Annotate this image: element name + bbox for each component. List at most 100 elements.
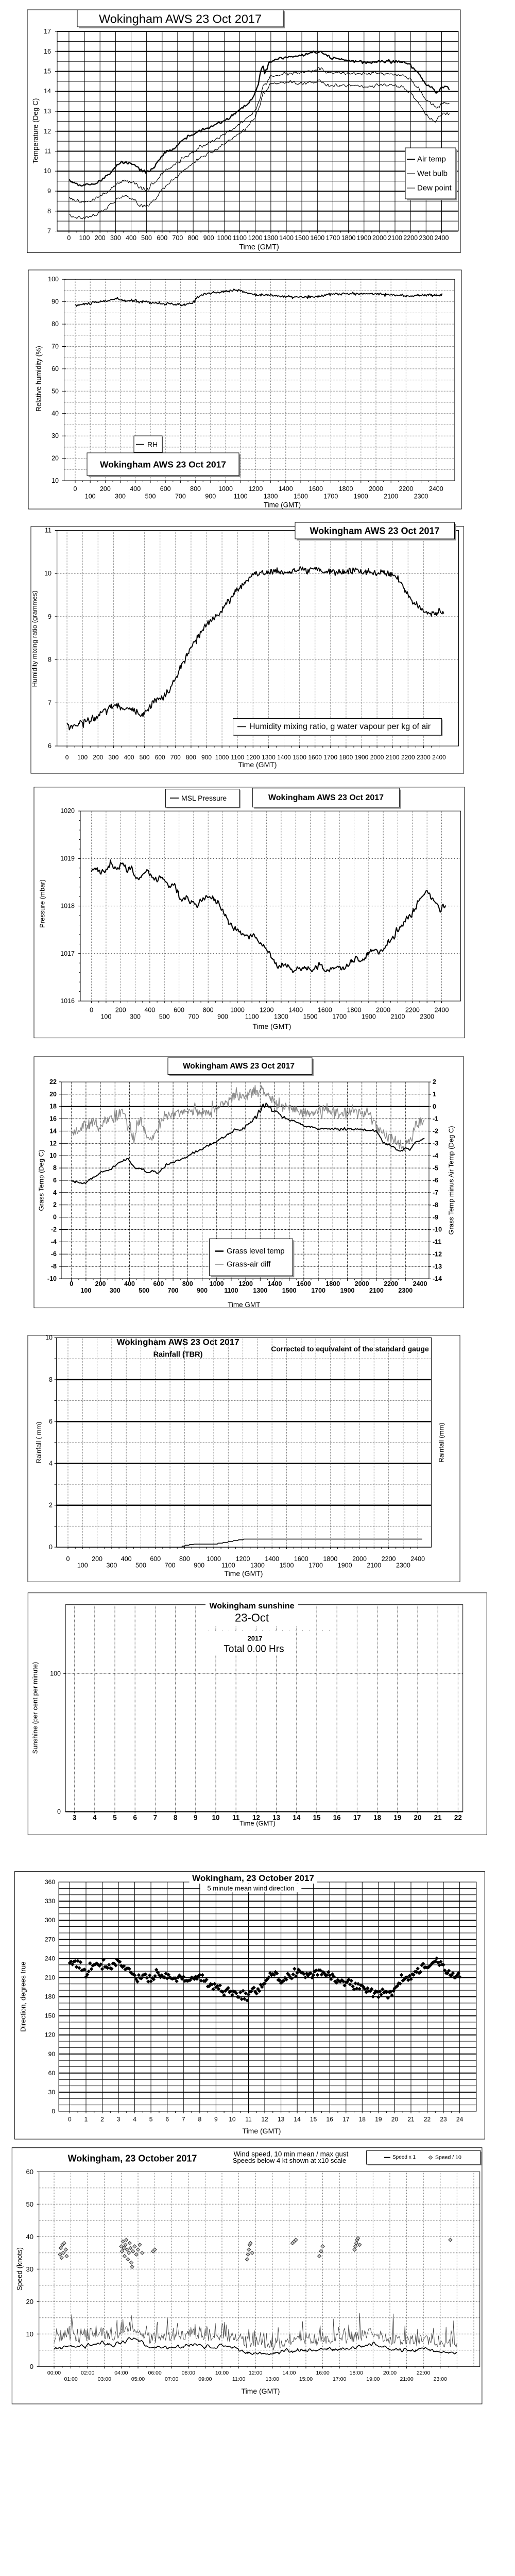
svg-text:20: 20 xyxy=(26,2298,33,2306)
svg-text:1800: 1800 xyxy=(339,754,353,761)
svg-text:1700: 1700 xyxy=(325,234,340,242)
svg-text:10:00: 10:00 xyxy=(215,2370,229,2376)
svg-text:20: 20 xyxy=(414,1814,421,1822)
svg-text:-4: -4 xyxy=(51,1238,57,1245)
svg-text:15: 15 xyxy=(44,68,51,75)
svg-text:1400: 1400 xyxy=(279,485,293,493)
svg-text:-6: -6 xyxy=(51,1250,57,1258)
svg-text:11: 11 xyxy=(45,527,52,534)
svg-text:Wokingham AWS 23 Oct 2017: Wokingham AWS 23 Oct 2017 xyxy=(183,1062,295,1071)
svg-text:Wet bulb: Wet bulb xyxy=(417,170,448,178)
svg-text:60: 60 xyxy=(26,2168,33,2176)
svg-text:0: 0 xyxy=(70,1280,73,1287)
svg-text:12: 12 xyxy=(252,1814,260,1822)
svg-text:1600: 1600 xyxy=(297,1280,311,1287)
svg-text:1600: 1600 xyxy=(308,485,323,493)
svg-text:7: 7 xyxy=(47,228,51,235)
svg-text:19: 19 xyxy=(375,2116,382,2123)
svg-text:Time (GMT): Time (GMT) xyxy=(243,2127,281,2135)
svg-text:300: 300 xyxy=(45,1917,55,1924)
svg-text:60: 60 xyxy=(52,365,59,372)
svg-text:300: 300 xyxy=(110,1287,121,1294)
svg-text:2100: 2100 xyxy=(391,1013,405,1021)
svg-text:1900: 1900 xyxy=(362,1013,376,1021)
svg-text:16:00: 16:00 xyxy=(316,2370,329,2376)
svg-text:2400: 2400 xyxy=(435,234,449,242)
svg-text:1900: 1900 xyxy=(354,493,368,500)
svg-text:1100: 1100 xyxy=(224,1287,238,1294)
svg-text:3: 3 xyxy=(73,1814,77,1822)
svg-text:900: 900 xyxy=(197,1287,208,1294)
svg-text:00:00: 00:00 xyxy=(47,2370,61,2376)
svg-text:Humidity mixing ratio, g water: Humidity mixing ratio, g water vapour pe… xyxy=(249,722,431,731)
svg-text:1000: 1000 xyxy=(215,754,229,761)
svg-text:500: 500 xyxy=(135,1562,146,1569)
svg-text:13: 13 xyxy=(278,2116,285,2123)
svg-text:30: 30 xyxy=(48,2089,56,2096)
svg-text:330: 330 xyxy=(45,1897,55,1905)
svg-text:1800: 1800 xyxy=(341,234,356,242)
svg-text:18: 18 xyxy=(49,1103,57,1110)
svg-text:2: 2 xyxy=(433,1078,436,1086)
svg-text:Speeds below 4 kt shown at x10: Speeds below 4 kt shown at x10 scale xyxy=(233,2157,346,2164)
svg-text:2: 2 xyxy=(100,2116,104,2123)
svg-text:22: 22 xyxy=(49,1078,57,1086)
svg-text:4: 4 xyxy=(49,1460,53,1467)
svg-text:2100: 2100 xyxy=(384,493,398,500)
svg-text:2100: 2100 xyxy=(367,1562,381,1569)
svg-text:Corrected to equivalent of the: Corrected to equivalent of the standard … xyxy=(271,1345,429,1353)
svg-text:300: 300 xyxy=(108,754,118,761)
svg-text:Wokingham sunshine: Wokingham sunshine xyxy=(209,1602,294,1611)
svg-text:1: 1 xyxy=(433,1091,436,1098)
svg-text:Wind speed, 10 min mean / max: Wind speed, 10 min mean / max gust xyxy=(234,2150,349,2158)
svg-text:2017: 2017 xyxy=(248,1635,263,1642)
svg-text:-12: -12 xyxy=(433,1250,442,1258)
svg-text:15: 15 xyxy=(313,1814,321,1822)
svg-text:10: 10 xyxy=(52,477,59,484)
svg-text:1200: 1200 xyxy=(248,234,263,242)
svg-text:17: 17 xyxy=(342,2116,350,2123)
svg-text:Time (GMT): Time (GMT) xyxy=(242,2387,280,2395)
svg-text:Wokingham AWS 23 Oct 2017: Wokingham AWS 23 Oct 2017 xyxy=(99,12,262,26)
svg-text:12:00: 12:00 xyxy=(249,2370,262,2376)
svg-text:8: 8 xyxy=(48,656,52,664)
svg-text:-10: -10 xyxy=(47,1275,57,1282)
svg-text:1000: 1000 xyxy=(207,1555,221,1563)
svg-text:-14: -14 xyxy=(433,1275,442,1282)
svg-text:11: 11 xyxy=(232,1814,240,1822)
svg-text:8: 8 xyxy=(174,1814,178,1822)
svg-text:16: 16 xyxy=(327,2116,334,2123)
svg-text:Wokingham AWS 23 Oct 2017: Wokingham AWS 23 Oct 2017 xyxy=(116,1337,239,1347)
svg-text:800: 800 xyxy=(190,485,201,493)
svg-text:900: 900 xyxy=(203,234,214,242)
svg-text:700: 700 xyxy=(188,1013,199,1021)
svg-text:Time (GMT): Time (GMT) xyxy=(239,1820,276,1827)
svg-text:3: 3 xyxy=(117,2116,121,2123)
svg-text:600: 600 xyxy=(174,1007,184,1014)
svg-text:-5: -5 xyxy=(433,1164,438,1172)
svg-text:6: 6 xyxy=(49,1418,53,1425)
svg-text:1900: 1900 xyxy=(340,1287,355,1294)
svg-text:800: 800 xyxy=(188,234,199,242)
svg-text:Speed x 1: Speed x 1 xyxy=(392,2155,416,2160)
svg-text:1300: 1300 xyxy=(264,493,278,500)
svg-text:1800: 1800 xyxy=(339,485,353,493)
svg-text:2100: 2100 xyxy=(369,1287,384,1294)
svg-text:2200: 2200 xyxy=(399,485,413,493)
svg-text:-6: -6 xyxy=(433,1177,438,1184)
svg-text:Time (GMT): Time (GMT) xyxy=(225,1569,263,1578)
svg-text:70: 70 xyxy=(52,343,59,350)
svg-text:30: 30 xyxy=(52,432,59,439)
svg-text:1000: 1000 xyxy=(217,234,231,242)
svg-text:10: 10 xyxy=(45,1334,53,1342)
svg-text:1: 1 xyxy=(84,2116,88,2123)
svg-text:1017: 1017 xyxy=(60,950,75,957)
svg-text:9: 9 xyxy=(48,613,52,620)
svg-text:1300: 1300 xyxy=(253,1287,267,1294)
svg-text:1100: 1100 xyxy=(233,234,247,242)
svg-text:1500: 1500 xyxy=(280,1562,294,1569)
svg-text:RH: RH xyxy=(147,440,158,449)
svg-text:18: 18 xyxy=(373,1814,382,1822)
svg-text:1000: 1000 xyxy=(230,1007,245,1014)
svg-text:1500: 1500 xyxy=(282,1287,297,1294)
